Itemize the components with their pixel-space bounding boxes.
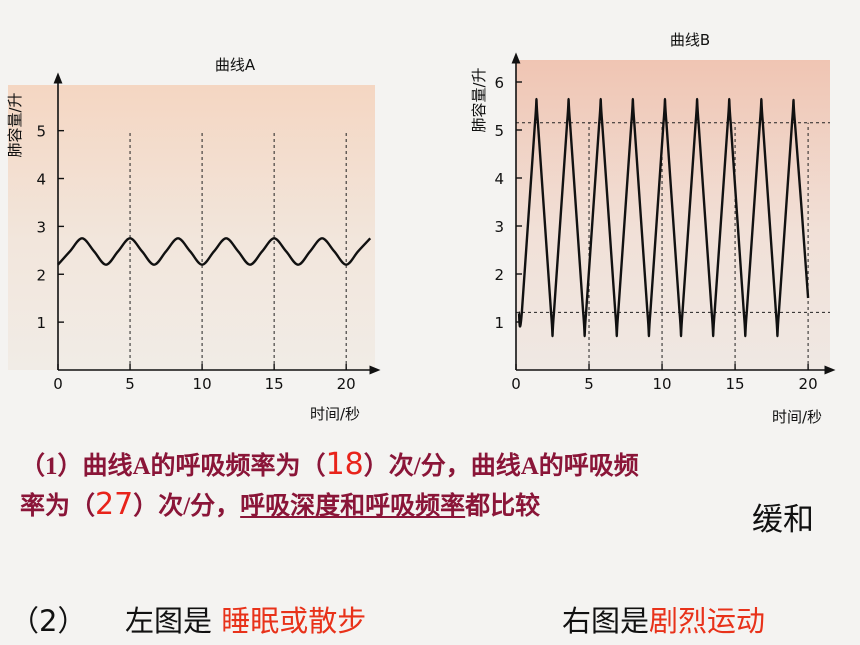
y-tick-label: 1 [494,314,504,332]
x-tick-label: 5 [125,375,135,393]
y-tick-label: 5 [36,123,46,141]
answer: 剧烈运动 [649,604,766,638]
charts: 曲线A 肺容量/升时间/秒 1 2 3 4 5 0 5 10 15 20 曲线B 肺容量/升时间/秒 1 2 3… [6,31,836,426]
x-tick-label: 20 [337,375,356,393]
y-tick-label: 3 [494,218,504,236]
answer: 18 [325,447,364,482]
text: （1）曲线A的呼吸频率为（ [20,453,326,480]
y-axis-label: 肺容量/升 [6,92,24,157]
data-line [57,237,372,266]
y-axis-label: 肺容量/升 [470,67,488,132]
y-tick-label: 4 [494,170,504,188]
x-axis-label: 时间/秒 [310,405,360,423]
text: 都比较 [465,493,541,520]
x-tick-label: 0 [53,375,63,393]
plot-background [8,85,375,370]
question-1-line-2: 率为（27）次/分，呼吸深度和呼吸频率都比较 [20,486,540,522]
x-tick-label: 5 [584,375,594,393]
text: 左图是 [125,604,213,638]
answer: 睡眠或散步 [221,604,367,638]
y-tick-label: 2 [36,266,46,284]
question-2-left: 左图是 睡眠或散步 [125,598,366,640]
chart-title: 曲线B [670,31,710,49]
text: ）次/分，曲线A的呼吸频 [363,453,639,480]
question-2-label: （2） [10,604,87,638]
y-tick-label: 5 [494,122,504,140]
data-line [517,98,810,338]
y-tick-label: 6 [494,74,504,92]
chart-title: 曲线A [215,56,256,74]
answer: 缓和 [752,502,814,537]
x-tick-label: 0 [511,375,521,393]
question-1-line-1: （1）曲线A的呼吸频率为（18）次/分，曲线A的呼吸频 [20,446,639,482]
x-tick-label: 15 [726,375,745,393]
underlined-text: 呼吸深度和呼吸频率 [240,493,466,520]
text: 率为（ [20,493,96,520]
text: ）次/分， [133,493,241,520]
text: 右图是 [562,604,650,638]
x-tick-label: 15 [265,375,284,393]
question-2-right: 右图是剧烈运动 [562,598,765,640]
y-tick-label: 3 [36,218,46,236]
x-tick-label: 10 [652,375,671,393]
x-axis-label: 时间/秒 [772,408,822,426]
y-tick-label: 1 [36,314,46,332]
x-tick-label: 10 [193,375,212,393]
x-tick-label: 20 [799,375,818,393]
answer: 27 [95,487,134,522]
y-tick-label: 2 [494,266,504,284]
y-tick-label: 4 [36,171,46,189]
